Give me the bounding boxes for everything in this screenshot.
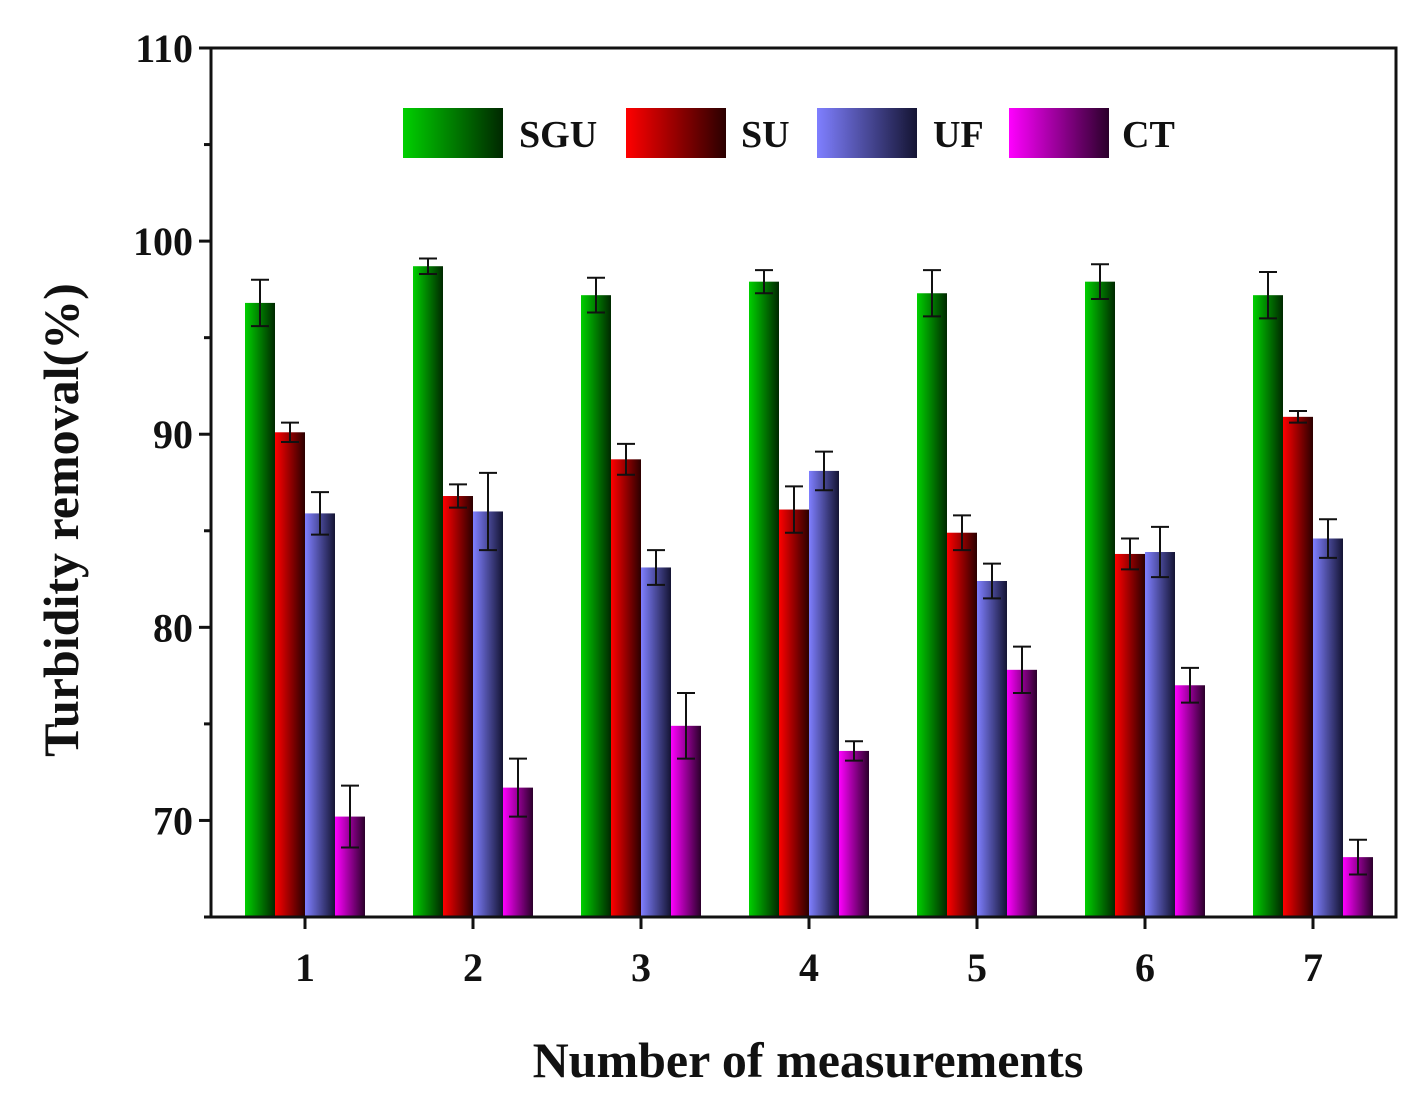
plot-frame (209, 46, 1398, 919)
legend-swatch-uf (817, 108, 917, 158)
bar-sgu-1 (245, 302, 275, 917)
x-tick-label-2: 2 (463, 945, 483, 990)
bar-su-4 (779, 509, 809, 917)
error-bar-su-6 (1121, 537, 1139, 571)
error-bar-su-3 (617, 442, 635, 476)
bar-uf-4 (809, 470, 839, 917)
error-bar-ct-1 (341, 784, 359, 849)
bar-uf-5 (977, 580, 1007, 917)
error-bar-uf-6 (1151, 525, 1169, 579)
bar-uf-2 (473, 511, 503, 917)
error-bar-ct-5 (1013, 645, 1031, 694)
y-tick-label-90: 90 (153, 412, 193, 457)
legend-label-sgu: SGU (519, 114, 597, 156)
x-tick-label-5: 5 (967, 945, 987, 990)
error-bar-sgu-4 (755, 269, 773, 295)
legend-swatch-ct (1009, 108, 1109, 158)
error-bar-uf-1 (311, 491, 329, 536)
bar-uf-1 (305, 513, 335, 917)
y-tick-label-80: 80 (153, 605, 193, 650)
error-bar-su-4 (785, 485, 803, 534)
error-bar-sgu-2 (419, 257, 437, 275)
error-bar-uf-5 (983, 562, 1001, 600)
bar-su-1 (275, 432, 305, 917)
y-tick-label-110: 110 (135, 26, 193, 71)
legend-swatch-sgu (403, 108, 503, 158)
y-axis-title: Turbidity removal(%) (33, 283, 89, 757)
y-tick-label-70: 70 (153, 798, 193, 843)
x-tick-label-7: 7 (1303, 945, 1323, 990)
x-tick-label-3: 3 (631, 945, 651, 990)
legend-label-uf: UF (933, 114, 984, 156)
legend-swatch-su (626, 108, 726, 158)
error-bar-su-7 (1289, 410, 1307, 424)
axes-layer: 70 80 90 100 110 1 2 3 4 5 6 7 (133, 26, 1323, 990)
error-bar-uf-2 (479, 471, 497, 552)
legend-item-ct: CT (1009, 108, 1175, 158)
error-bar-sgu-1 (251, 278, 269, 328)
bar-sgu-3 (581, 295, 611, 917)
bar-ct-6 (1175, 685, 1205, 917)
bars-layer (245, 266, 1373, 918)
y-tick-label-100: 100 (133, 219, 193, 264)
error-bar-ct-4 (845, 740, 863, 762)
error-bar-ct-3 (677, 691, 695, 760)
error-bar-ct-2 (509, 757, 527, 818)
bar-ct-5 (1007, 669, 1037, 917)
x-tick-label-4: 4 (799, 945, 819, 990)
bar-sgu-6 (1085, 281, 1115, 918)
error-bar-ct-6 (1181, 666, 1199, 704)
bar-uf-6 (1145, 552, 1175, 917)
error-bar-uf-4 (815, 450, 833, 492)
legend-item-sgu: SGU (403, 108, 597, 158)
error-bar-ct-7 (1349, 838, 1367, 876)
error-bar-uf-7 (1319, 518, 1337, 559)
bar-sgu-4 (749, 281, 779, 918)
bar-uf-7 (1313, 538, 1343, 917)
error-bar-su-2 (449, 483, 467, 509)
legend-item-uf: UF (817, 108, 984, 158)
bar-uf-3 (641, 567, 671, 917)
bar-ct-4 (839, 750, 869, 917)
error-bar-sgu-7 (1259, 271, 1277, 320)
bar-sgu-7 (1253, 295, 1283, 917)
bar-su-2 (443, 496, 473, 917)
bar-su-7 (1283, 416, 1313, 917)
x-tick-label-6: 6 (1135, 945, 1155, 990)
bar-sgu-5 (917, 293, 947, 917)
error-bar-su-5 (953, 514, 971, 552)
bar-su-3 (611, 459, 641, 917)
error-bar-sgu-5 (923, 269, 941, 318)
legend: SGU SU UF CT (403, 108, 1175, 158)
bar-su-6 (1115, 553, 1145, 917)
error-bars-layer (251, 257, 1367, 876)
error-bar-sgu-6 (1091, 263, 1109, 301)
error-bar-sgu-3 (587, 276, 605, 314)
bar-su-5 (947, 532, 977, 917)
legend-label-su: SU (741, 114, 790, 156)
x-axis-title: Number of measurements (533, 1032, 1084, 1088)
bar-sgu-2 (413, 266, 443, 917)
legend-label-ct: CT (1122, 114, 1175, 156)
error-bar-uf-3 (647, 549, 665, 586)
x-tick-label-1: 1 (295, 945, 315, 990)
legend-item-su: SU (626, 108, 790, 158)
error-bar-su-1 (281, 421, 299, 443)
